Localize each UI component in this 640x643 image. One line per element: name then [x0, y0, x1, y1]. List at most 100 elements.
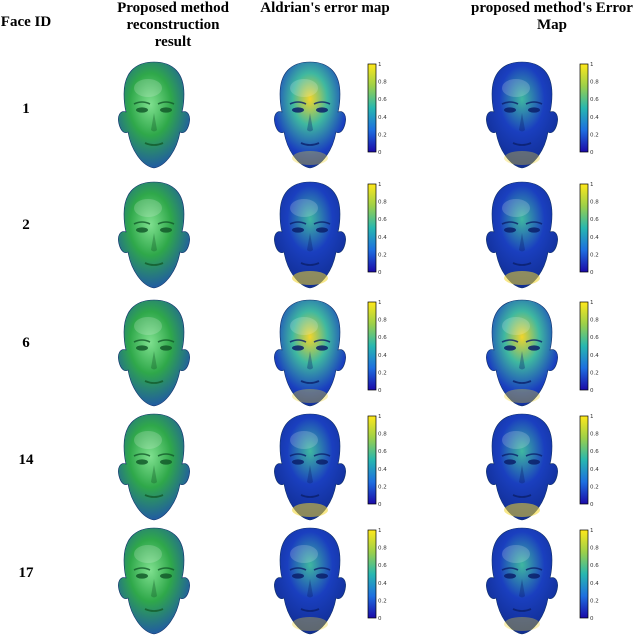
- colorbar-tick-label: 0.8: [378, 432, 387, 438]
- colorbar-tick-label: 0: [590, 388, 594, 394]
- aldrian-panel-row-4: 0 0.2 0.4 0.6 0.8 1: [256, 518, 396, 643]
- error-map-face-image: 0 0.2 0.4 0.6 0.8 1: [274, 181, 387, 289]
- colorbar-tick-label: 1: [378, 62, 382, 68]
- aldrian-panel-row-3: 0 0.2 0.4 0.6 0.8 1: [256, 404, 396, 529]
- colorbar: [367, 63, 377, 153]
- colorbar: [367, 183, 377, 273]
- recon-panel-row-1: [100, 172, 210, 297]
- error-map-face-image: 0 0.2 0.4 0.6 0.8 1: [486, 413, 599, 521]
- colorbar-tick-label: 0.4: [378, 467, 387, 473]
- colorbar-tick-label: 0.8: [590, 546, 599, 552]
- colorbar-tick-label: 1: [590, 182, 594, 188]
- face-id-label: 6: [22, 335, 30, 351]
- reconstruction-face-image: [118, 299, 190, 407]
- error-map-face-image: 0 0.2 0.4 0.6 0.8 1: [486, 527, 599, 635]
- colorbar-tick-label: 0.6: [590, 449, 599, 455]
- error-map-face-image: 0 0.2 0.4 0.6 0.8 1: [486, 299, 599, 407]
- colorbar-tick-label: 0.6: [378, 563, 387, 569]
- colorbar-tick-label: 0: [378, 502, 382, 508]
- colorbar-tick-label: 0.6: [590, 335, 599, 341]
- colorbar: [579, 63, 589, 153]
- header-aldrian-error: Aldrian's error map: [260, 0, 390, 16]
- colorbar-tick-label: 1: [590, 528, 594, 534]
- header-line-3: result: [154, 34, 192, 50]
- colorbar-tick-label: 0.2: [378, 132, 387, 138]
- header-proposed-error: proposed method's Error Map: [452, 0, 640, 34]
- colorbar-tick-label: 0.4: [590, 467, 599, 473]
- aldrian-panel-row-0: 0 0.2 0.4 0.6 0.8 1: [256, 52, 396, 177]
- header-line-2: reconstruction: [126, 17, 220, 33]
- error-map-face-image: 0 0.2 0.4 0.6 0.8 1: [274, 299, 387, 407]
- colorbar: [579, 415, 589, 505]
- error-map-face-image: 0 0.2 0.4 0.6 0.8 1: [274, 527, 387, 635]
- colorbar-tick-label: 0: [378, 150, 382, 156]
- error-map-face-image: 0 0.2 0.4 0.6 0.8 1: [274, 413, 387, 521]
- colorbar-tick-label: 0.4: [590, 581, 599, 587]
- colorbar-tick-label: 0: [590, 270, 594, 276]
- reconstruction-face-image: [118, 61, 190, 169]
- colorbar-tick-label: 0: [590, 616, 594, 622]
- proposed-panel-row-0: 0 0.2 0.4 0.6 0.8 1: [468, 52, 608, 177]
- colorbar-tick-label: 0.4: [378, 353, 387, 359]
- colorbar: [579, 529, 589, 619]
- colorbar: [579, 301, 589, 391]
- recon-panel-row-2: [100, 290, 210, 415]
- colorbar-tick-label: 0.4: [590, 235, 599, 241]
- colorbar-tick-label: 0.8: [378, 546, 387, 552]
- colorbar-tick-label: 0.8: [378, 80, 387, 86]
- recon-panel-row-4: [100, 518, 210, 643]
- proposed-panel-row-2: 0 0.2 0.4 0.6 0.8 1: [468, 290, 608, 415]
- colorbar-tick-label: 0.2: [590, 252, 599, 258]
- colorbar-tick-label: 0.8: [590, 200, 599, 206]
- error-map-face-image: 0 0.2 0.4 0.6 0.8 1: [274, 61, 387, 169]
- colorbar-tick-label: 0.6: [378, 97, 387, 103]
- colorbar-tick-label: 0: [378, 616, 382, 622]
- colorbar-tick-label: 0.4: [378, 235, 387, 241]
- aldrian-panel-row-2: 0 0.2 0.4 0.6 0.8 1: [256, 290, 396, 415]
- colorbar: [367, 301, 377, 391]
- colorbar-tick-label: 0.2: [590, 484, 599, 490]
- reconstruction-face-image: [118, 527, 190, 635]
- colorbar-tick-label: 0.6: [590, 217, 599, 223]
- colorbar: [367, 415, 377, 505]
- face-id-label: 1: [22, 101, 30, 117]
- colorbar-tick-label: 1: [590, 62, 594, 68]
- colorbar-tick-label: 0.2: [590, 598, 599, 604]
- colorbar-tick-label: 0.6: [378, 449, 387, 455]
- recon-panel-row-3: [100, 404, 210, 529]
- colorbar-tick-label: 0.8: [378, 318, 387, 324]
- colorbar-tick-label: 0: [590, 150, 594, 156]
- colorbar-tick-label: 0.8: [378, 200, 387, 206]
- colorbar-tick-label: 0.4: [378, 115, 387, 121]
- colorbar-tick-label: 1: [378, 414, 382, 420]
- colorbar-tick-label: 0.2: [378, 252, 387, 258]
- recon-panel-row-0: [100, 52, 210, 177]
- colorbar-tick-label: 0.8: [590, 432, 599, 438]
- face-id-label: 2: [22, 217, 30, 233]
- proposed-panel-row-3: 0 0.2 0.4 0.6 0.8 1: [468, 404, 608, 529]
- error-map-face-image: 0 0.2 0.4 0.6 0.8 1: [486, 61, 599, 169]
- colorbar-tick-label: 0.2: [378, 370, 387, 376]
- colorbar-tick-label: 0.4: [590, 115, 599, 121]
- colorbar-tick-label: 0.8: [590, 318, 599, 324]
- reconstruction-face-image: [118, 181, 190, 289]
- face-id-label: 17: [18, 565, 34, 581]
- colorbar-tick-label: 0.6: [378, 217, 387, 223]
- colorbar-tick-label: 1: [378, 182, 382, 188]
- colorbar-tick-label: 0.2: [590, 370, 599, 376]
- header-proposed-reconstruction: Proposed method reconstruction result: [98, 0, 248, 51]
- error-map-face-image: 0 0.2 0.4 0.6 0.8 1: [486, 181, 599, 289]
- header-line-1: Proposed method: [117, 0, 229, 16]
- header-line-1: proposed method's Error: [471, 0, 633, 16]
- colorbar-tick-label: 1: [590, 300, 594, 306]
- colorbar-tick-label: 0.2: [378, 484, 387, 490]
- face-id-label: 14: [18, 452, 34, 468]
- colorbar-tick-label: 1: [590, 414, 594, 420]
- aldrian-panel-row-1: 0 0.2 0.4 0.6 0.8 1: [256, 172, 396, 297]
- colorbar-tick-label: 0: [378, 270, 382, 276]
- colorbar-tick-label: 0.4: [378, 581, 387, 587]
- header-line-2: Map: [537, 17, 567, 33]
- colorbar-tick-label: 0.6: [590, 97, 599, 103]
- colorbar-tick-label: 1: [378, 300, 382, 306]
- colorbar-tick-label: 0.2: [378, 598, 387, 604]
